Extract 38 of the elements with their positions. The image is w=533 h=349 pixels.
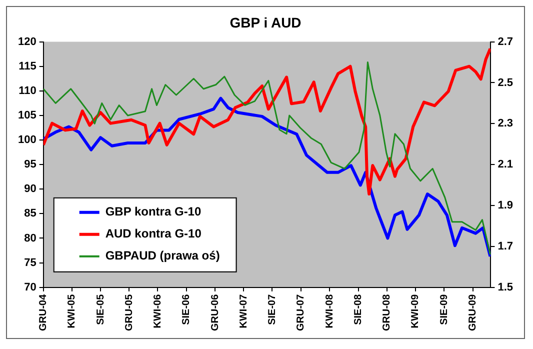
y-tick-label: 90 — [24, 183, 36, 196]
y2-tick-label: 2.5 — [498, 76, 514, 89]
x-tick-label: GRU-09 — [468, 294, 479, 332]
y2-tick-label: 2.7 — [498, 36, 514, 48]
legend-label: GBP kontra G-10 — [105, 204, 202, 219]
legend-label: GBPAUD (prawa oś) — [105, 248, 220, 263]
y-tick-label: 80 — [24, 232, 36, 244]
chart-title: GBP i AUD — [230, 14, 302, 30]
y2-tick-label: 2.1 — [498, 158, 514, 171]
y-tick-label: 115 — [18, 60, 36, 72]
y-tick-label: 95 — [24, 158, 36, 171]
y-tick-label: 85 — [24, 208, 36, 220]
x-tick-label: KWI-07 — [238, 294, 250, 328]
y-tick-label: 120 — [18, 36, 36, 48]
y-tick-label: 75 — [24, 256, 36, 269]
x-tick-label: KWI-08 — [324, 294, 336, 328]
x-tick-label: GRU-07 — [296, 294, 307, 332]
x-tick-label: SIE-07 — [266, 294, 278, 325]
y-tick-label: 70 — [24, 281, 36, 294]
x-tick-label: SIE-05 — [95, 294, 106, 325]
legend-label: AUD kontra G-10 — [105, 226, 202, 241]
x-tick-label: KWI-06 — [152, 294, 164, 328]
x-tick-label: KWI-09 — [410, 294, 422, 328]
x-tick-label: GRU-06 — [210, 294, 221, 332]
y-tick-label: 105 — [18, 109, 36, 122]
x-tick-label: KWI-05 — [66, 294, 78, 328]
x-tick-label: SIE-06 — [181, 294, 192, 325]
y2-tick-label: 1.9 — [498, 200, 514, 212]
y2-tick-label: 2.3 — [498, 118, 514, 130]
x-tick-label: GRU-05 — [124, 294, 135, 332]
x-tick-label: GRU-08 — [382, 294, 393, 332]
y-tick-label: 110 — [18, 84, 36, 97]
x-tick-label: GRU-04 — [38, 294, 50, 332]
y2-tick-label: 1.5 — [498, 281, 514, 294]
y2-tick-label: 1.7 — [498, 240, 514, 252]
y-tick-label: 100 — [18, 134, 36, 146]
x-tick-label: SIE-08 — [353, 294, 364, 325]
x-tick-label: SIE-09 — [438, 294, 450, 325]
